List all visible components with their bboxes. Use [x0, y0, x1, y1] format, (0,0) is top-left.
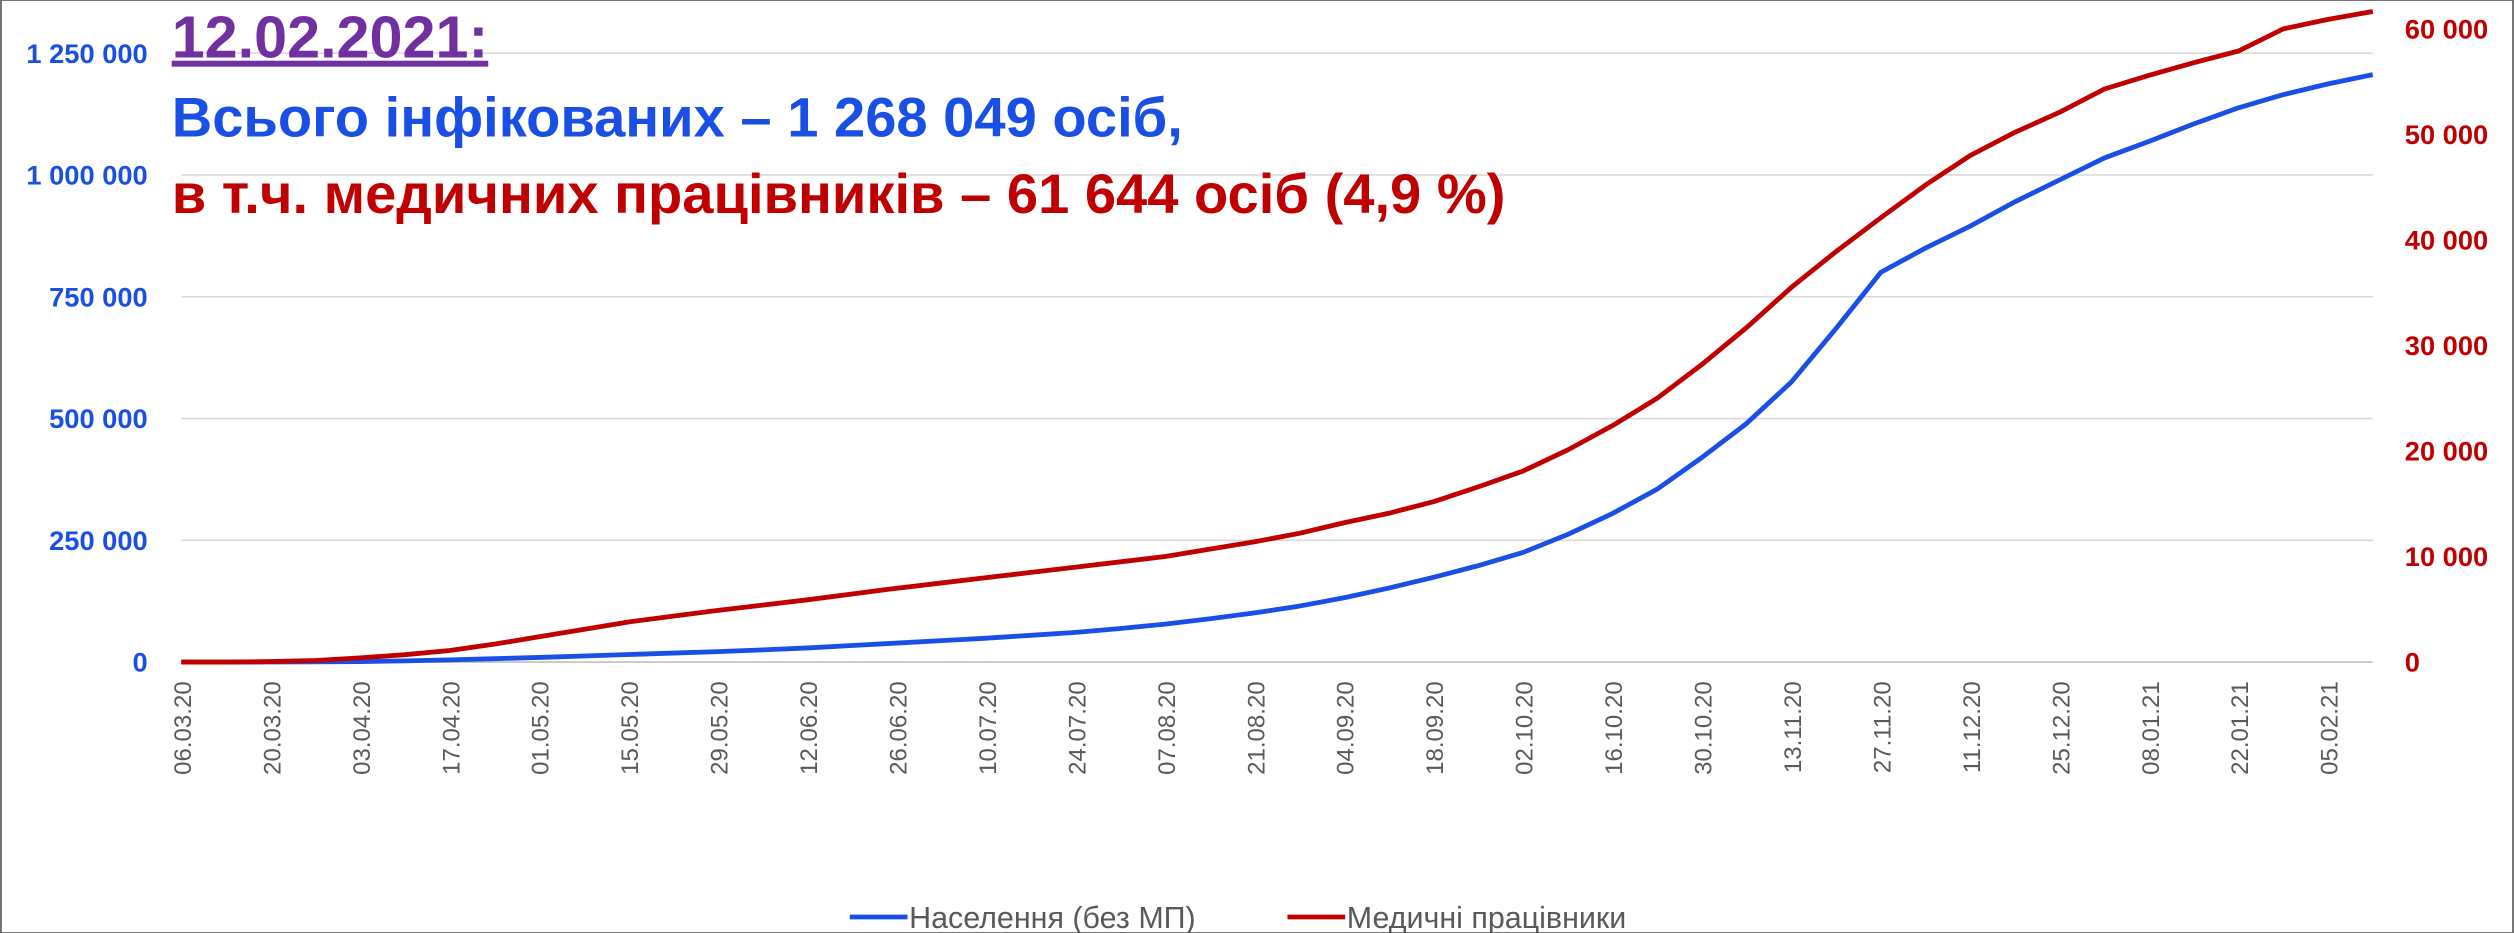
annotation: в т.ч. медичних працівників – 61 644 осі…	[172, 162, 1506, 225]
x-tick-label: 03.04.20	[349, 681, 376, 775]
x-tick-label: 11.12.20	[1959, 681, 1986, 773]
x-tick-label: 05.02.21	[2317, 681, 2344, 775]
x-tick-label: 21.08.20	[1243, 681, 1270, 775]
y-tick-label: 1 000 000	[26, 160, 147, 191]
x-tick-label: 27.11.20	[1869, 681, 1896, 773]
y-tick-label: 1 250 000	[26, 38, 147, 69]
x-tick-label: 02.10.20	[1512, 681, 1539, 775]
x-tick-label: 12.06.20	[796, 681, 823, 775]
y2-tick-label: 50 000	[2405, 119, 2488, 150]
x-tick-label: 08.01.21	[2138, 681, 2165, 775]
x-tick-label: 04.09.20	[1333, 681, 1360, 775]
x-tick-label: 10.07.20	[975, 681, 1002, 775]
x-tick-label: 01.05.20	[528, 681, 555, 775]
x-tick-label: 20.03.20	[259, 681, 286, 775]
x-tick-label: 22.01.21	[2227, 681, 2254, 775]
x-tick-label: 30.10.20	[1691, 681, 1718, 775]
x-tick-label: 07.08.20	[1154, 681, 1181, 775]
y2-tick-label: 60 000	[2405, 13, 2488, 44]
x-tick-label: 15.05.20	[617, 681, 644, 775]
y2-tick-label: 40 000	[2405, 225, 2488, 256]
y2-tick-label: 0	[2405, 647, 2420, 678]
y2-tick-label: 20 000	[2405, 436, 2488, 467]
x-tick-label: 29.05.20	[707, 681, 734, 775]
y-tick-label: 500 000	[49, 403, 148, 434]
annotation: Всього інфікованих – 1 268 049 осіб,	[172, 85, 1183, 148]
legend-label: Населення (без МП)	[909, 901, 1196, 933]
y2-tick-label: 30 000	[2405, 330, 2488, 361]
y-tick-label: 0	[133, 647, 148, 678]
y-tick-label: 250 000	[49, 525, 148, 556]
x-tick-label: 16.10.20	[1601, 681, 1628, 775]
x-tick-label: 17.04.20	[438, 681, 465, 775]
y-tick-label: 750 000	[49, 281, 148, 312]
line-series	[181, 9, 2374, 665]
x-tick-label: 25.12.20	[2048, 681, 2075, 775]
x-tick-label: 13.11.20	[1780, 681, 1807, 773]
legend-label: Медичні працівники	[1347, 901, 1626, 933]
line-series	[181, 72, 2374, 665]
x-tick-label: 18.09.20	[1422, 681, 1449, 775]
x-tick-label: 26.06.20	[886, 681, 913, 775]
y2-tick-label: 10 000	[2405, 541, 2488, 572]
x-tick-label: 24.07.20	[1064, 681, 1091, 775]
x-tick-label: 06.03.20	[170, 681, 197, 775]
chart-title: 12.02.2021:	[172, 4, 489, 71]
